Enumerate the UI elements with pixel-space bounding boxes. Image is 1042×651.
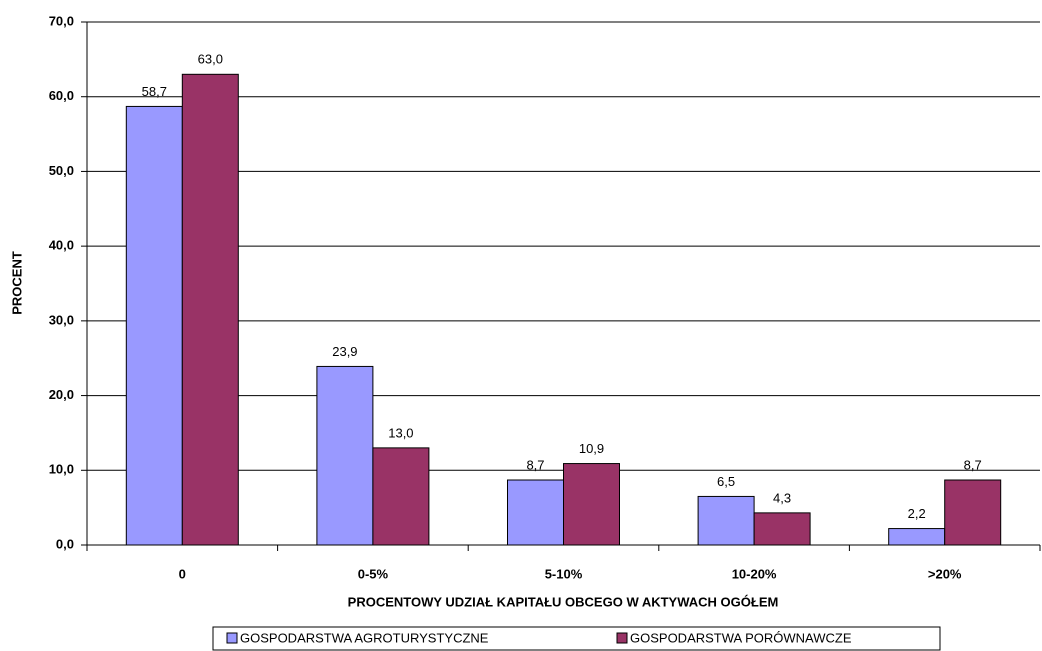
x-tick-label: >20% xyxy=(928,566,962,581)
legend-swatch xyxy=(616,632,628,644)
data-label: 10,9 xyxy=(579,441,604,456)
x-axis-title: PROCENTOWY UDZIAŁ KAPITAŁU OBCEGO W AKTY… xyxy=(348,594,779,609)
legend-box xyxy=(212,626,941,651)
y-tick-label: 30,0 xyxy=(49,312,74,327)
legend-swatch xyxy=(226,632,238,644)
bar xyxy=(697,495,755,546)
y-tick-label: 60,0 xyxy=(49,88,74,103)
x-tick-label: 0 xyxy=(179,566,186,581)
x-tick-label: 10-20% xyxy=(732,566,777,581)
y-axis-title: PROCENT xyxy=(9,251,24,315)
y-tick-label: 70,0 xyxy=(49,13,74,28)
legend-label: GOSPODARSTWA PORÓWNAWCZE xyxy=(630,630,852,645)
data-label: 13,0 xyxy=(388,425,413,440)
bar xyxy=(507,479,564,546)
y-tick-label: 40,0 xyxy=(49,238,74,253)
data-label: 63,0 xyxy=(198,52,223,67)
data-label: 58,7 xyxy=(142,84,167,99)
data-label: 6,5 xyxy=(717,474,735,489)
bar xyxy=(181,73,239,546)
bar xyxy=(944,479,1002,546)
bar xyxy=(316,365,374,546)
legend-label: GOSPODARSTWA AGROTURYSTYCZNE xyxy=(240,630,489,645)
y-tick-label: 50,0 xyxy=(49,163,74,178)
data-label: 2,2 xyxy=(908,506,926,521)
bar xyxy=(125,105,183,546)
bar xyxy=(888,528,946,546)
bar xyxy=(563,463,620,546)
x-tick-label: 0-5% xyxy=(358,566,389,581)
bar xyxy=(372,447,430,546)
y-tick-label: 0,0 xyxy=(56,536,74,551)
bar xyxy=(753,512,811,546)
data-label: 8,7 xyxy=(526,457,544,472)
data-label: 23,9 xyxy=(332,344,357,359)
data-label: 4,3 xyxy=(773,490,791,505)
data-label: 8,7 xyxy=(964,457,982,472)
x-tick-label: 5-10% xyxy=(545,566,583,581)
y-tick-label: 10,0 xyxy=(49,462,74,477)
y-tick-label: 20,0 xyxy=(49,387,74,402)
